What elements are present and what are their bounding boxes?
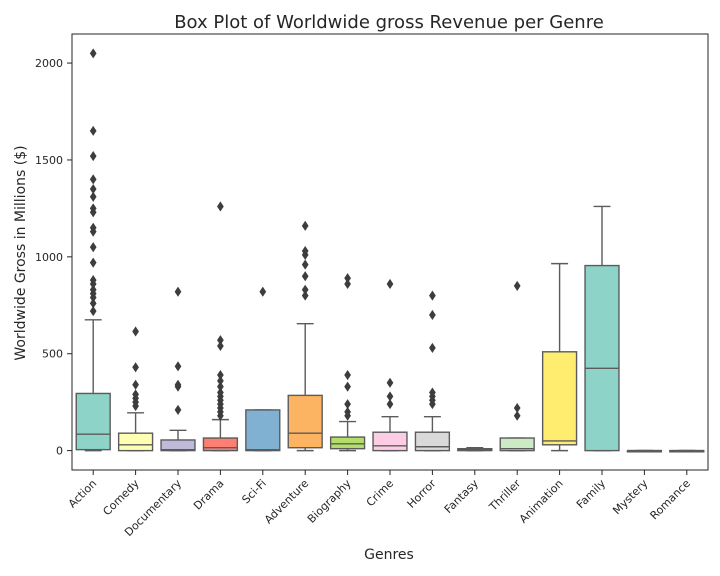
box-thriller xyxy=(499,437,535,452)
outlier-point xyxy=(89,174,97,185)
box-horror xyxy=(414,431,451,452)
outlier-point xyxy=(259,286,267,297)
box-drama xyxy=(202,437,239,452)
x-tick-label: Adventure xyxy=(262,477,312,527)
x-tick-label: Mystery xyxy=(610,477,651,518)
outlier-point xyxy=(89,191,97,202)
outlier-point xyxy=(132,362,139,373)
outlier-point xyxy=(217,340,224,352)
x-tick-label: Drama xyxy=(191,477,226,512)
outlier-point xyxy=(89,275,97,286)
outlier-point xyxy=(386,391,394,402)
outlier-point xyxy=(344,406,351,417)
outlier-point xyxy=(429,309,436,321)
outlier-point xyxy=(301,259,309,270)
outlier-point xyxy=(89,306,97,317)
outlier-point xyxy=(89,183,97,195)
outlier-point xyxy=(217,381,224,392)
box-biography xyxy=(329,436,366,450)
outlier-point xyxy=(429,342,436,353)
outlier-point xyxy=(513,402,521,414)
outlier-point xyxy=(513,280,521,291)
outlier-point xyxy=(386,278,394,290)
outlier-point xyxy=(132,379,139,390)
x-tick-label: Action xyxy=(66,477,100,511)
outlier-point xyxy=(89,151,97,162)
outlier-point xyxy=(174,361,182,372)
outlier-point xyxy=(174,379,182,390)
outlier-point xyxy=(301,271,309,282)
outlier-point xyxy=(301,245,309,257)
x-axis-label: Genres xyxy=(364,547,414,563)
outlier-point xyxy=(217,370,224,381)
outlier-point xyxy=(217,387,224,398)
y-tick-label: 0 xyxy=(56,445,63,458)
outlier-point xyxy=(344,399,351,410)
x-tick-label: Fantasy xyxy=(442,477,481,516)
x-tick-label: Romance xyxy=(648,477,694,523)
outlier-point xyxy=(89,222,97,233)
outlier-point xyxy=(89,48,97,59)
outlier-point xyxy=(132,326,139,337)
box-family xyxy=(584,264,620,452)
box-comedy xyxy=(117,432,154,452)
outlier-point xyxy=(174,286,182,297)
outlier-point xyxy=(344,273,351,284)
x-tick-label: Sci-Fi xyxy=(239,477,268,506)
y-tick-label: 1500 xyxy=(35,154,63,167)
outlier-point xyxy=(344,370,351,381)
x-tick-label: Crime xyxy=(364,477,397,510)
x-tick-label: Horror xyxy=(405,477,439,511)
outlier-point xyxy=(386,399,394,410)
plot-frame xyxy=(71,33,709,471)
outlier-point xyxy=(429,387,436,398)
outlier-point xyxy=(301,290,309,301)
box-animation xyxy=(541,351,578,446)
box-adventure xyxy=(287,394,323,449)
outlier-point xyxy=(217,201,224,212)
outlier-point xyxy=(89,284,97,295)
chart-title: Box Plot of Worldwide gross Revenue per … xyxy=(174,12,604,33)
outlier-point xyxy=(89,298,97,309)
x-tick-label: Biography xyxy=(305,477,354,526)
outlier-point xyxy=(301,284,309,295)
outlier-point xyxy=(513,410,521,421)
y-tick-label: 500 xyxy=(42,348,63,361)
outlier-point xyxy=(344,381,351,392)
outlier-point xyxy=(217,375,224,386)
box-documentary xyxy=(160,439,196,452)
outlier-point xyxy=(132,389,139,400)
outlier-point xyxy=(344,278,351,290)
outlier-point xyxy=(386,377,394,388)
x-tick-label: Animation xyxy=(517,477,566,526)
outlier-point xyxy=(89,257,97,268)
y-tick-label: 2000 xyxy=(35,57,63,70)
x-tick-label: Family xyxy=(574,477,609,512)
y-axis-label: Worldwide Gross in Millions ($) xyxy=(13,145,29,360)
box-action xyxy=(75,392,111,451)
outlier-point xyxy=(301,220,309,231)
x-tick-label: Comedy xyxy=(100,477,142,519)
outlier-point xyxy=(89,242,97,253)
box-crime xyxy=(372,431,408,452)
x-tick-label: Thriller xyxy=(486,477,524,515)
box-sci-fi xyxy=(245,409,281,452)
outlier-point xyxy=(89,203,97,214)
outlier-point xyxy=(89,125,97,136)
outlier-point xyxy=(429,290,436,301)
outlier-point xyxy=(217,335,224,346)
y-tick-label: 1000 xyxy=(35,251,63,264)
outlier-point xyxy=(174,404,182,415)
